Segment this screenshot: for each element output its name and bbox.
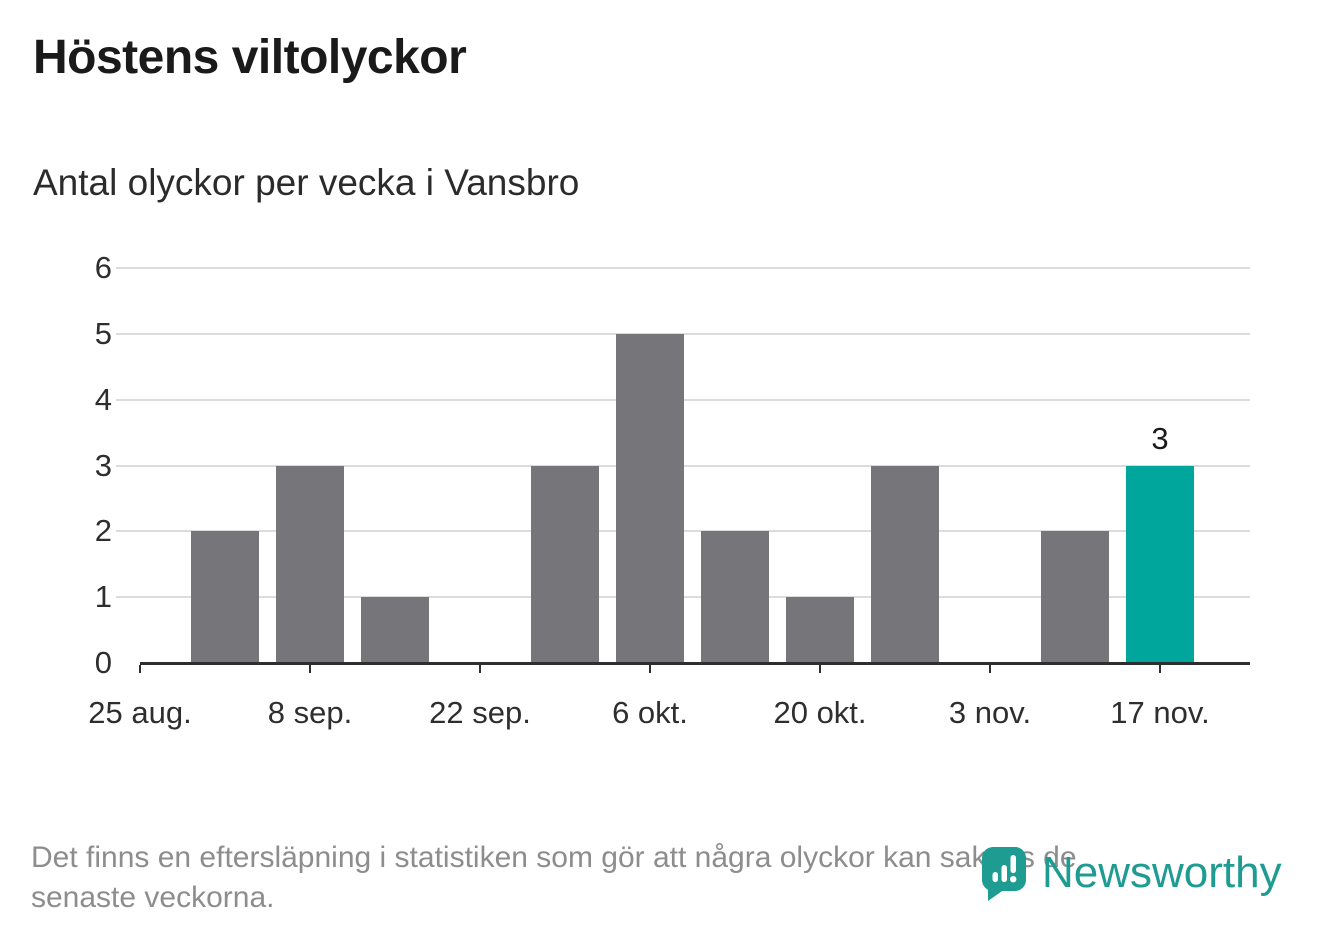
- y-axis-tick-label: 6: [94, 250, 112, 285]
- y-axis-tick-label: 5: [94, 315, 112, 351]
- chart-title: Höstens viltolyckor: [33, 31, 467, 84]
- newsworthy-logo: Newsworthy: [980, 845, 1282, 903]
- x-axis-tick-label: 3 nov.: [948, 695, 1032, 730]
- footnote-line-2: senaste veckorna.: [31, 881, 275, 914]
- footnote: Det finns en eftersläpning i statistiken…: [31, 838, 1321, 918]
- bar: [701, 531, 769, 663]
- bar: [786, 597, 854, 663]
- bar: [1041, 531, 1109, 663]
- x-axis-tick-label: 8 sep.: [267, 695, 353, 730]
- x-axis-tick-label: 22 sep.: [429, 695, 531, 730]
- y-axis-tick-label: 1: [94, 579, 112, 615]
- newsworthy-logo-icon: [982, 847, 1026, 901]
- y-axis-tick-label: 0: [94, 645, 112, 680]
- x-axis-tick: [309, 665, 311, 673]
- y-axis-tick-label: 4: [94, 381, 112, 417]
- bar-highlighted: [1126, 465, 1194, 663]
- x-axis-tick: [819, 665, 821, 673]
- bar: [871, 465, 939, 663]
- x-axis-tick-label: 25 aug.: [88, 695, 192, 730]
- bar: [361, 597, 429, 663]
- x-axis-tick: [479, 665, 481, 673]
- x-axis-tick: [989, 665, 991, 673]
- x-axis-tick: [139, 665, 141, 673]
- bar-value-label: 3: [1151, 420, 1169, 456]
- bar: [531, 465, 599, 663]
- gridline-y-6: [116, 267, 1250, 269]
- chart-subtitle: Antal olyckor per vecka i Vansbro: [33, 162, 580, 203]
- x-axis-tick-label: 6 okt.: [612, 695, 688, 730]
- x-axis-tick-label: 20 okt.: [773, 695, 867, 730]
- x-axis-line: [140, 662, 1250, 665]
- bar: [616, 333, 684, 663]
- x-axis-tick-label: 17 nov.: [1110, 695, 1210, 730]
- bar: [191, 531, 259, 663]
- y-axis-tick-label: 2: [94, 513, 112, 549]
- y-axis-tick-label: 3: [94, 447, 112, 483]
- bar: [276, 465, 344, 663]
- footnote-line-1: Det finns en eftersläpning i statistiken…: [31, 841, 1077, 874]
- x-axis-tick: [649, 665, 651, 673]
- newsworthy-logo-text: Newsworthy: [1042, 848, 1282, 897]
- x-axis-tick: [1159, 665, 1161, 673]
